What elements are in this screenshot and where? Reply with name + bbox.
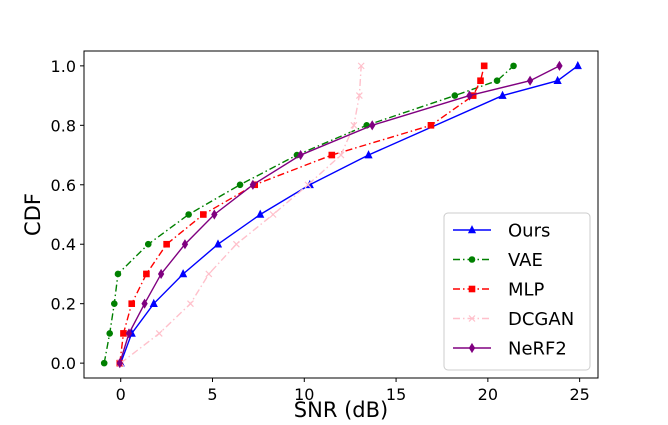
data-point-dcgan	[269, 211, 277, 218]
y-tick-label: 0.6	[51, 176, 76, 195]
data-point-nerf2	[157, 268, 165, 280]
data-point-mlp	[120, 330, 127, 337]
data-point-ours	[256, 209, 265, 218]
legend-marker-nerf2	[468, 342, 476, 354]
legend-item-vae: VAE	[453, 250, 543, 271]
legend-item-ours: Ours	[453, 221, 550, 242]
plot-frame	[83, 50, 599, 379]
data-point-mlp	[477, 77, 484, 85]
series-layer	[100, 60, 582, 369]
data-point-dcgan	[205, 270, 213, 278]
data-point-ours	[149, 298, 158, 307]
data-point-nerf2	[125, 328, 133, 339]
data-point-dcgan	[350, 121, 358, 129]
data-point-nerf2	[526, 75, 534, 86]
data-point-nerf2	[211, 209, 218, 220]
data-point-vae	[493, 77, 501, 85]
data-point-dcgan	[357, 62, 365, 70]
data-point-nerf2	[297, 149, 304, 161]
data-point-ours	[573, 60, 582, 70]
data-point-mlp	[427, 122, 435, 129]
data-point-vae	[510, 62, 517, 70]
data-point-nerf2	[556, 60, 563, 71]
legend-label-ours: Ours	[508, 221, 550, 242]
data-point-vae	[100, 359, 108, 367]
data-point-nerf2	[141, 298, 148, 309]
legend-marker-ours	[467, 225, 477, 234]
data-point-ours	[553, 75, 562, 85]
data-point-dcgan	[232, 240, 240, 248]
data-point-nerf2	[249, 179, 257, 190]
legend-marker-dcgan	[468, 315, 476, 322]
plot-border	[83, 50, 599, 379]
x-tick-label: 25	[569, 385, 589, 404]
legend-marker-vae	[468, 256, 476, 263]
x-tick-label: 5	[207, 385, 217, 404]
series-nerf2	[116, 60, 563, 369]
x-tick-label: 15	[386, 385, 406, 404]
data-point-vae	[114, 270, 122, 278]
data-point-dcgan	[187, 300, 194, 308]
legend-box	[443, 212, 591, 371]
data-point-nerf2	[116, 358, 123, 369]
data-point-mlp	[480, 62, 488, 70]
data-point-dcgan	[355, 92, 363, 100]
data-point-vae	[451, 92, 459, 99]
data-point-mlp	[163, 240, 170, 248]
data-point-ours	[364, 150, 373, 159]
legend-item-mlp: MLP	[453, 280, 545, 301]
y-tick-label: 0.0	[51, 354, 76, 373]
y-tick-label: 0.2	[51, 295, 76, 314]
data-point-dcgan	[304, 181, 312, 189]
data-point-ours	[498, 90, 507, 99]
x-tick-label: 10	[294, 385, 314, 404]
data-point-mlp	[328, 151, 336, 159]
legend-marker-mlp	[468, 285, 476, 293]
data-point-nerf2	[181, 239, 189, 250]
series-line-mlp	[119, 65, 485, 364]
data-point-ours	[179, 269, 188, 278]
data-point-nerf2	[466, 90, 473, 101]
data-point-vae	[106, 330, 113, 337]
data-point-dcgan	[155, 329, 163, 337]
x-axis: 0 5 10 15 20 25	[116, 378, 590, 404]
data-point-vae	[110, 300, 118, 307]
y-tick-label: 0.8	[51, 116, 76, 135]
data-point-mlp	[200, 211, 207, 218]
y-tick-label: 0.4	[51, 235, 76, 254]
legend-item-nerf2: NeRF2	[453, 339, 567, 360]
data-point-vae	[236, 181, 244, 189]
x-tick-label: 0	[116, 385, 126, 404]
legend: Ours VAE MLP DCGAN NeRF2	[443, 212, 591, 371]
y-axis: 0.0 0.2 0.4 0.6 0.8 1.0	[51, 57, 84, 373]
series-line-vae	[103, 65, 515, 364]
legend-label-dcgan: DCGAN	[508, 309, 574, 330]
y-axis-title: CDF	[21, 193, 45, 236]
series-line-dcgan	[120, 65, 362, 364]
series-dcgan	[117, 62, 365, 367]
data-point-nerf2	[369, 120, 376, 131]
legend-label-mlp: MLP	[508, 280, 545, 301]
series-line-nerf2	[119, 65, 560, 364]
data-point-mlp	[128, 300, 136, 307]
data-point-dcgan	[337, 151, 345, 159]
series-mlp	[116, 62, 488, 367]
legend-item-dcgan: DCGAN	[453, 309, 574, 330]
data-point-vae	[185, 211, 192, 218]
data-point-vae	[144, 240, 152, 248]
x-tick-label: 20	[478, 385, 498, 404]
legend-label-nerf2: NeRF2	[508, 339, 567, 360]
data-point-ours	[213, 239, 223, 248]
legend-label-vae: VAE	[508, 250, 543, 271]
y-tick-label: 1.0	[51, 57, 76, 76]
data-point-mlp	[143, 270, 150, 278]
series-vae	[100, 62, 517, 367]
x-axis-title: SNR (dB)	[294, 398, 388, 422]
